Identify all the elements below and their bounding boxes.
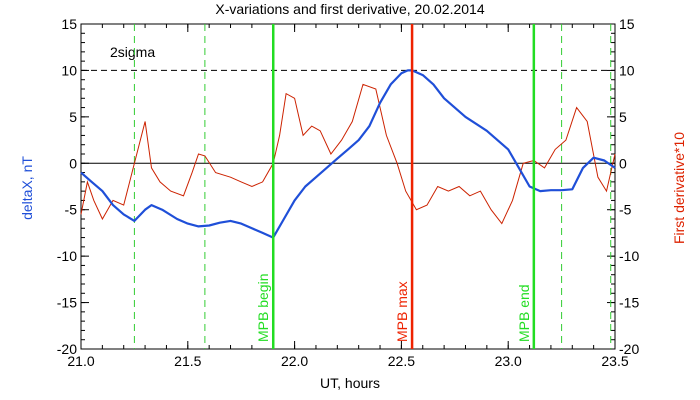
y-tick-label-left: 10 [61,62,77,78]
plot-frame [80,23,616,350]
y-tick-label-right: -5 [619,202,632,218]
deltaX-series-line [80,69,616,239]
y-tick-label-right: 15 [619,16,635,32]
x-tick-label: 22.5 [388,353,415,369]
y-tick-label-left: -5 [65,202,78,218]
x-tick-label: 23.0 [495,353,522,369]
y-axis-label-right: First derivative*10 [671,132,687,244]
y-tick-label-right: 10 [619,62,635,78]
marker-label-mpb-begin: MPB begin [255,274,271,342]
y-tick-label-right: 0 [619,155,627,171]
marker-label-mpb-end: MPB end [516,284,532,342]
y-tick-label-left: -20 [57,341,77,357]
y-tick-label-left: 5 [69,109,77,125]
two-sigma-label: 2sigma [110,44,155,60]
chart-title: X-variations and first derivative, 20.02… [215,1,484,17]
derivative-series-line [80,83,616,225]
marker-label-mpb-max: MPB max [394,281,410,342]
y-tick-label-left: -10 [57,248,77,264]
y-tick-label-right: -20 [619,341,639,357]
y-tick-label-right: -15 [619,295,639,311]
plot-area: 21.0 21.5 22.0 22.5 23.0 23.5-20 -20-15 -15-10-… [57,16,640,369]
y-tick-label-right: 5 [619,109,627,125]
y-tick-label-right: -10 [619,248,639,264]
y-tick-label-left: 15 [61,16,77,32]
x-axis-label: UT, hours [320,375,380,391]
y-axis-label-left: deltaX, nT [19,156,35,220]
x-tick-label: 21.5 [174,353,201,369]
x-tick-label: 23.5 [601,353,628,369]
x-tick-label: 21.0 [67,353,94,369]
y-tick-label-left: -15 [57,295,77,311]
x-tick-label: 22.0 [281,353,308,369]
y-tick-label-left: 0 [69,155,77,171]
